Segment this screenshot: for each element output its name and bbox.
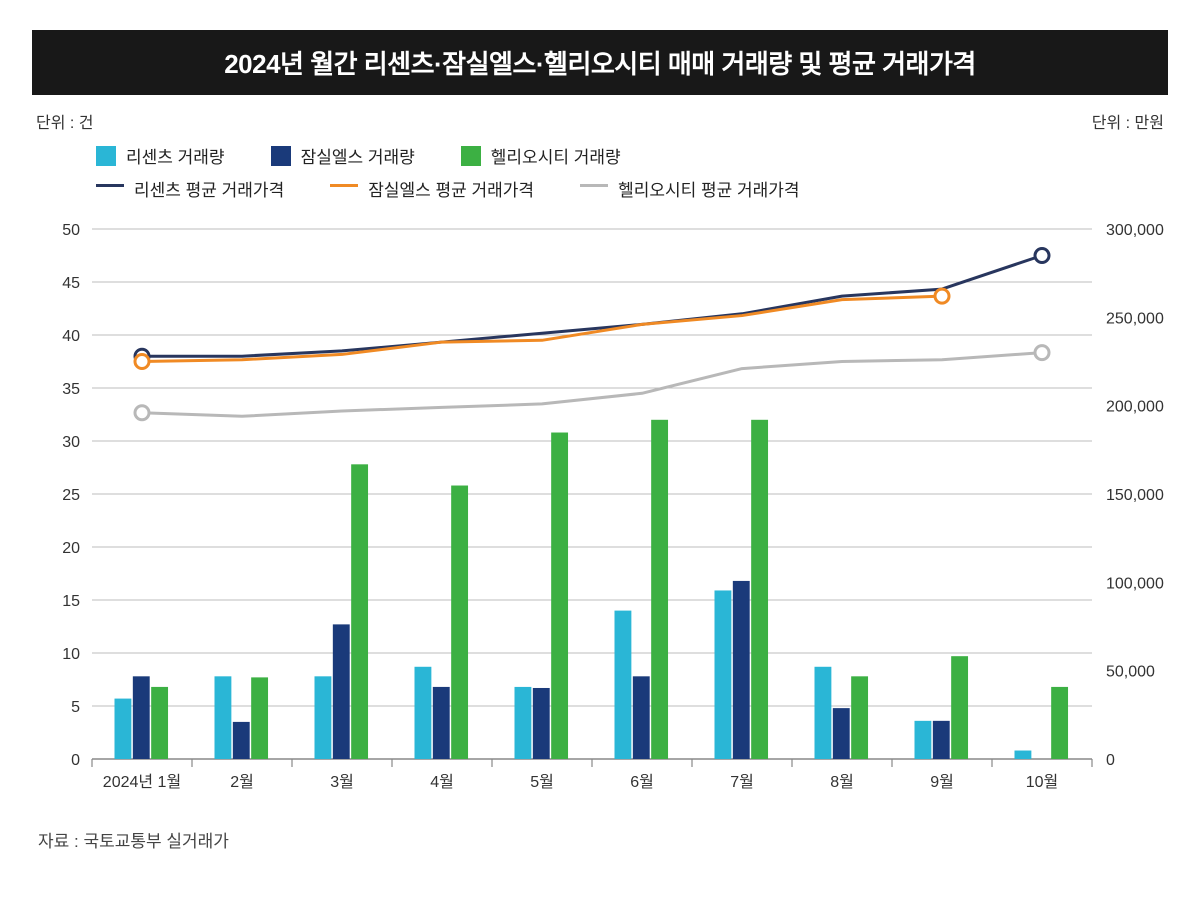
legend-item: 리센츠 거래량 [96,143,225,168]
svg-text:5월: 5월 [530,773,554,791]
legend-line-swatch [580,184,608,187]
legend-swatch [461,146,481,166]
svg-text:20: 20 [62,540,80,557]
svg-text:9월: 9월 [930,773,954,791]
legend-line-swatch [330,184,358,187]
svg-text:4월: 4월 [430,773,454,791]
svg-text:35: 35 [62,381,80,398]
svg-text:15: 15 [62,593,80,610]
legend-label: 리센츠 거래량 [126,143,225,168]
svg-text:3월: 3월 [330,773,354,791]
svg-text:300,000: 300,000 [1106,222,1164,239]
chart-title: 2024년 월간 리센츠·잠실엘스·헬리오시티 매매 거래량 및 평균 거래가격 [32,30,1168,95]
svg-text:150,000: 150,000 [1106,487,1164,504]
svg-text:10월: 10월 [1026,773,1059,791]
svg-text:30: 30 [62,434,80,451]
legend-label: 잠실엘스 평균 거래가격 [368,176,534,201]
chart-area: 0 5 10 15 20 25 30 35 40 45 50 0 50,000 100,000 150,00… [32,209,1168,809]
legend-label: 헬리오시티 평균 거래가격 [618,176,800,201]
svg-text:25: 25 [62,487,80,504]
svg-text:50,000: 50,000 [1106,664,1155,681]
legend-item: 잠실엘스 평균 거래가격 [330,176,534,201]
svg-text:0: 0 [71,752,80,769]
legend-item: 리센츠 평균 거래가격 [96,176,284,201]
legend: 리센츠 거래량 잠실엘스 거래량 헬리오시티 거래량 리센츠 평균 거래가격 잠실엘스… [32,143,1168,201]
svg-text:40: 40 [62,328,80,345]
svg-text:250,000: 250,000 [1106,310,1164,327]
legend-label: 리센츠 평균 거래가격 [134,176,284,201]
legend-swatch [96,146,116,166]
svg-text:2024년 1월: 2024년 1월 [103,773,181,791]
svg-text:7월: 7월 [730,773,754,791]
svg-text:5: 5 [71,699,80,716]
svg-text:2월: 2월 [230,773,254,791]
svg-text:100,000: 100,000 [1106,575,1164,592]
legend-item: 잠실엘스 거래량 [271,143,415,168]
legend-item: 헬리오시티 평균 거래가격 [580,176,800,201]
legend-label: 헬리오시티 거래량 [491,143,621,168]
svg-text:6월: 6월 [630,773,654,791]
svg-text:10: 10 [62,646,80,663]
source-text: 자료 : 국토교통부 실거래가 [32,827,1168,852]
unit-right: 단위 : 만원 [1092,109,1164,133]
svg-text:0: 0 [1106,752,1115,769]
legend-swatch [271,146,291,166]
svg-text:45: 45 [62,275,80,292]
chart-svg: 0 5 10 15 20 25 30 35 40 45 50 0 50,000 100,000 150,00… [32,209,1168,809]
legend-item: 헬리오시티 거래량 [461,143,621,168]
legend-line-swatch [96,184,124,187]
svg-text:200,000: 200,000 [1106,399,1164,416]
legend-label: 잠실엘스 거래량 [301,143,415,168]
unit-left: 단위 : 건 [36,109,94,133]
svg-text:50: 50 [62,222,80,239]
unit-row: 단위 : 건 단위 : 만원 [32,109,1168,133]
svg-text:8월: 8월 [830,773,854,791]
